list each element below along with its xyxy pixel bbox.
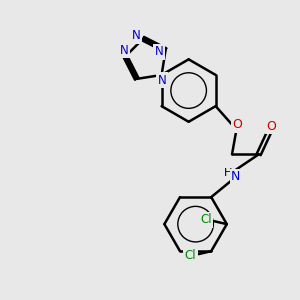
Text: N: N xyxy=(132,29,141,42)
Text: O: O xyxy=(232,118,242,131)
Text: O: O xyxy=(267,120,277,133)
Text: N: N xyxy=(154,45,164,58)
Text: H: H xyxy=(224,168,232,178)
Text: Cl: Cl xyxy=(184,249,196,262)
Text: N: N xyxy=(158,74,167,87)
Text: N: N xyxy=(119,44,128,57)
Text: Cl: Cl xyxy=(200,213,212,226)
Text: N: N xyxy=(231,170,241,183)
